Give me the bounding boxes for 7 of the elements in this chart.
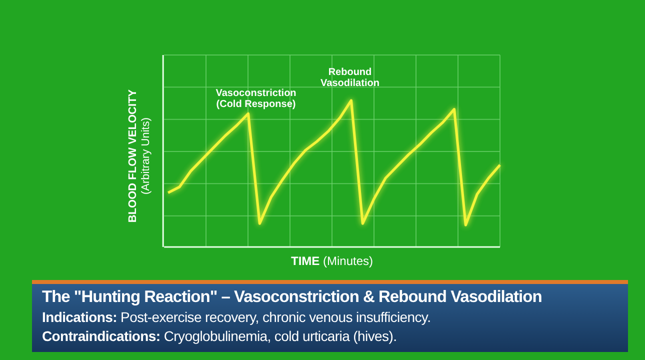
text: Indications: Post-exercise recovery, chronic venous insufficiency. (42, 309, 431, 325)
annotation: Vasoconstriction (Cold Response) (214, 88, 298, 110)
y-axis-title: BLOOD FLOW VELOCITY (Arbitrary Units) (127, 88, 153, 225)
x-axis-title: TIME (Minutes) (290, 254, 374, 268)
text: Contraindications: Cryoglobulinemia, cold urticaria (hives). (42, 328, 397, 344)
text: Rebound Vasodilation (320, 67, 380, 89)
text: The "Hunting Reaction" – Vasoconstriction & Rebound Vasodilation (42, 287, 543, 308)
